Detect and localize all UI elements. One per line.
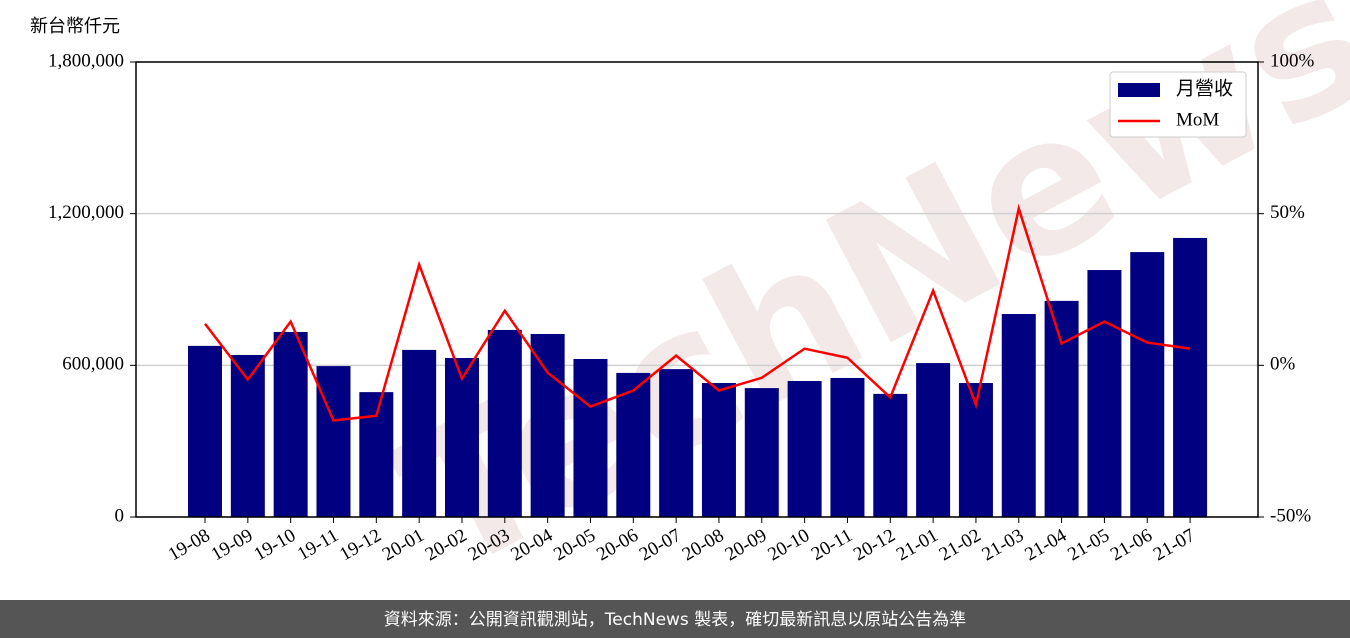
line <box>204 203 1191 422</box>
bar <box>616 372 651 517</box>
y2-tick-label: 100% <box>1270 50 1315 71</box>
bar <box>230 354 265 517</box>
bar <box>1087 270 1122 517</box>
bar <box>659 369 694 517</box>
x-tick-label: 20-10 <box>764 525 813 565</box>
x-tick-label: 19-10 <box>250 525 299 565</box>
bar <box>188 345 222 517</box>
x-tick-label: 21-03 <box>979 525 1028 565</box>
footer-band <box>0 600 1350 638</box>
bar <box>916 363 951 517</box>
bar <box>359 392 394 517</box>
x-tick-label: 19-09 <box>208 525 257 565</box>
x-tick-label: 21-04 <box>1021 525 1070 566</box>
bar <box>316 366 351 517</box>
y2-tick-label: -50% <box>1270 505 1311 526</box>
y2-tick-label: 50% <box>1270 202 1305 223</box>
bar <box>573 359 608 517</box>
y-tick-label: 0 <box>115 505 125 526</box>
bar <box>1173 237 1208 517</box>
legend-swatch <box>1118 83 1160 97</box>
x-tick-label: 21-01 <box>893 525 942 565</box>
y-tick-label: 600,000 <box>62 354 124 375</box>
bar <box>530 333 565 517</box>
bar <box>1044 300 1079 517</box>
x-tick-label: 21-05 <box>1064 525 1113 565</box>
bar <box>1130 252 1165 518</box>
bar <box>873 393 908 517</box>
x-tick-label: 19-11 <box>294 525 342 565</box>
footer-text: 資料來源：公開資訊觀測站，TechNews 製表，確切最新訊息以原站公告為準 <box>384 610 966 630</box>
plot-frame <box>135 61 1259 518</box>
x-tick-label: 21-02 <box>936 525 985 565</box>
x-tick-label: 20-08 <box>679 525 728 565</box>
bar <box>444 358 479 517</box>
bar <box>744 388 779 517</box>
x-tick-label: 19-12 <box>336 525 385 565</box>
y2-tick-label: 0% <box>1270 354 1296 375</box>
x-tick-label: 20-07 <box>636 525 685 565</box>
bar <box>701 383 736 517</box>
x-tick-label: 20-11 <box>808 525 856 565</box>
bar <box>487 329 522 517</box>
bar <box>402 349 437 517</box>
bar <box>1001 314 1036 517</box>
x-tick-label: 20-09 <box>722 525 771 565</box>
legend-label: 月營收 <box>1176 77 1233 99</box>
x-tick-label: 19-08 <box>165 525 214 565</box>
bar <box>273 331 308 517</box>
x-tick-label: 20-12 <box>850 525 899 565</box>
legend: 月營收 MoM <box>1109 71 1247 138</box>
x-tick-label: 20-01 <box>379 525 428 565</box>
y-axis-title: 新台幣仟元 <box>30 16 120 37</box>
legend-label: MoM <box>1176 109 1219 130</box>
bar <box>830 377 865 517</box>
bar <box>787 381 822 517</box>
x-tick-label: 21-07 <box>1150 525 1199 565</box>
y-tick-label: 1,200,000 <box>48 202 124 223</box>
y-tick-label: 1,800,000 <box>48 50 124 71</box>
x-tick-label: 21-06 <box>1107 525 1156 565</box>
